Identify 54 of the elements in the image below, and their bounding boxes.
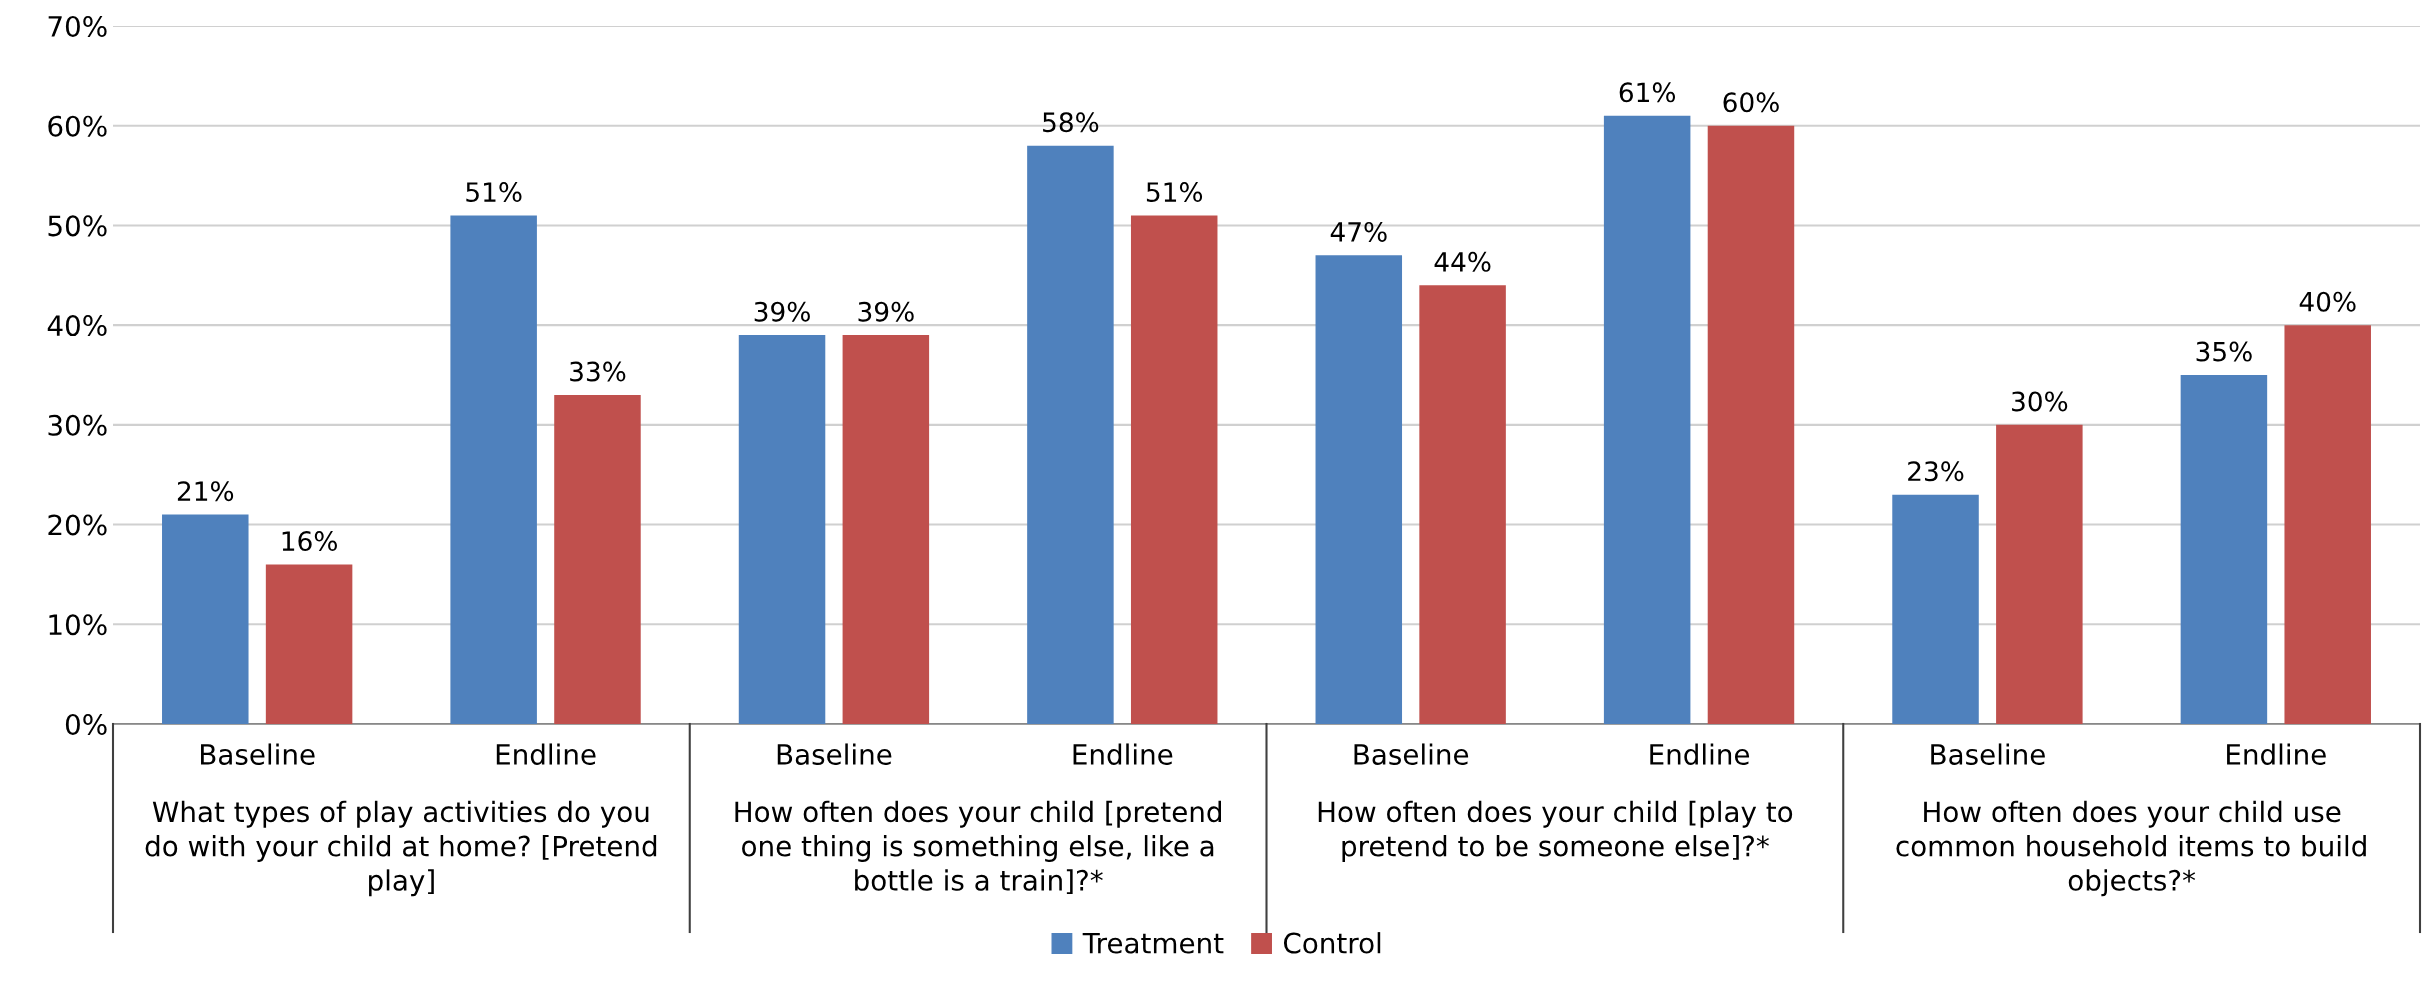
bar [1027, 145, 1114, 724]
data-label: 60% [1723, 92, 1779, 113]
data-label: 58% [1043, 112, 1099, 133]
bar [1892, 494, 1979, 724]
text: What types of play activities do you do with your child at home? [Pretend play] [145, 800, 657, 897]
bar [2180, 375, 2268, 724]
x-tick-label: Baseline [777, 743, 892, 765]
text: How often does your child [play to pretend to be someone else]?* [1318, 800, 1793, 862]
bar [842, 335, 930, 724]
bar [1603, 115, 1691, 724]
x-tick-label: Endline [496, 743, 596, 765]
data-label: 44% [1434, 251, 1491, 272]
y-tick-label: 50% [48, 215, 107, 237]
data-label: 21% [177, 481, 234, 502]
data-label: 51% [466, 182, 522, 203]
data-label: 39% [858, 301, 914, 322]
y-tick-label: 30% [48, 414, 107, 436]
x-tick-label: Baseline [1931, 743, 2045, 765]
x-tick-label: Endline [1073, 743, 1173, 765]
bar [1707, 125, 1795, 724]
data-label: 51% [1146, 182, 1203, 203]
text: How often does your child [pretend one thing is something else, like a bottle is a train]?* [735, 800, 1221, 895]
bar [162, 514, 249, 724]
bar [738, 335, 826, 724]
legend-label: Control [1283, 932, 1381, 954]
data-label: 30% [2012, 391, 2068, 412]
y-tick-label: 10% [49, 614, 107, 636]
y-tick-label: 20% [48, 514, 107, 536]
legend-label: Treatment [1082, 932, 1224, 954]
data-label: 47% [1330, 221, 1387, 242]
data-label: 16% [282, 531, 337, 552]
x-tick-label: Endline [1650, 743, 1750, 765]
data-label: 35% [2196, 341, 2252, 362]
bar [1130, 215, 1218, 724]
y-tick-label: 40% [47, 315, 107, 337]
bar [2284, 325, 2371, 724]
y-tick-label: 60% [48, 115, 107, 137]
bar [1315, 255, 1403, 724]
bar [1419, 285, 1506, 724]
y-tick-label: 70% [48, 15, 107, 37]
data-label: 40% [2299, 291, 2356, 312]
text: How often does your child use common household items to build objects?* [1896, 800, 2366, 897]
data-label: 61% [1619, 82, 1676, 103]
data-label: 33% [570, 361, 626, 382]
bar [265, 564, 353, 724]
data-label: 39% [754, 301, 810, 322]
bar [1996, 424, 2083, 724]
bar [450, 215, 537, 724]
x-tick-label: Baseline [201, 743, 315, 765]
x-tick-label: Baseline [1354, 743, 1469, 765]
data-label: 23% [1908, 461, 1964, 482]
x-tick-label: Endline [2227, 743, 2326, 765]
y-tick-label: 0% [65, 713, 107, 735]
bar [554, 394, 641, 724]
